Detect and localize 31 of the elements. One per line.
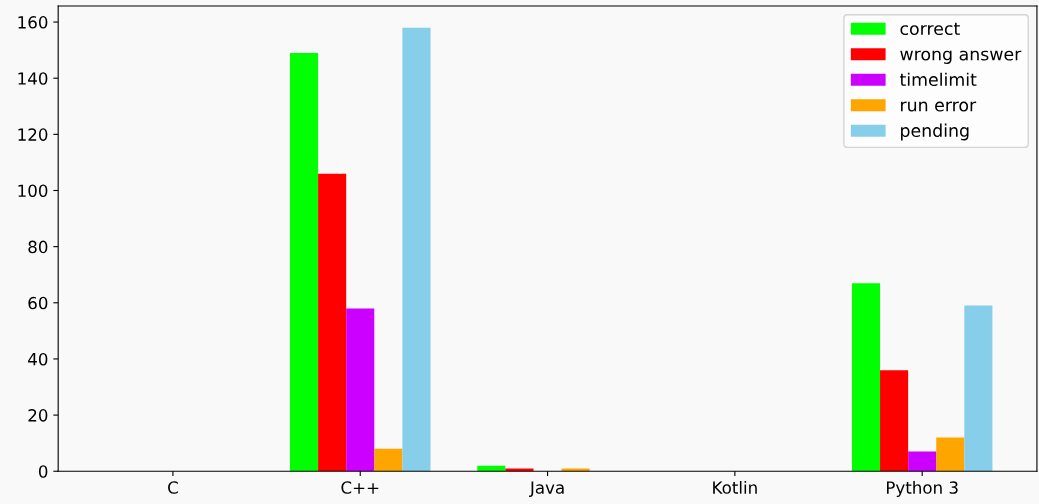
legend-label: timelimit <box>899 72 977 87</box>
y-tick-label: 140 <box>18 72 48 85</box>
legend-label: correct <box>900 22 960 36</box>
bar <box>880 370 909 472</box>
bar <box>908 451 937 472</box>
y-tick-label: 100 <box>18 184 48 198</box>
bar <box>851 283 881 472</box>
y-tick-label: 60 <box>28 296 48 310</box>
bar <box>505 468 534 472</box>
x-tick-label: C++ <box>341 481 379 494</box>
legend-label: wrong answer <box>900 50 1022 64</box>
x-tick-label: Kotlin <box>713 480 757 494</box>
x-tick-label: C <box>168 481 178 494</box>
y-tick-label: 20 <box>28 409 48 422</box>
y-tick-label: 160 <box>18 16 48 29</box>
y-tick-label: 0 <box>38 465 48 478</box>
bar <box>318 173 347 472</box>
legend-label: pending <box>901 123 969 141</box>
bar <box>374 448 403 472</box>
legend-label: run error <box>901 101 977 112</box>
bar <box>561 468 590 472</box>
bar <box>402 27 431 472</box>
y-tick-label: 40 <box>28 352 48 366</box>
bar <box>289 52 319 472</box>
x-tick-label: Java <box>529 481 564 497</box>
bar <box>346 308 375 472</box>
bar <box>936 437 965 472</box>
y-tick-label: 80 <box>28 240 48 254</box>
y-tick-label: 120 <box>18 128 48 141</box>
bar <box>964 305 993 472</box>
x-tick-label: Python 3 <box>886 480 958 498</box>
